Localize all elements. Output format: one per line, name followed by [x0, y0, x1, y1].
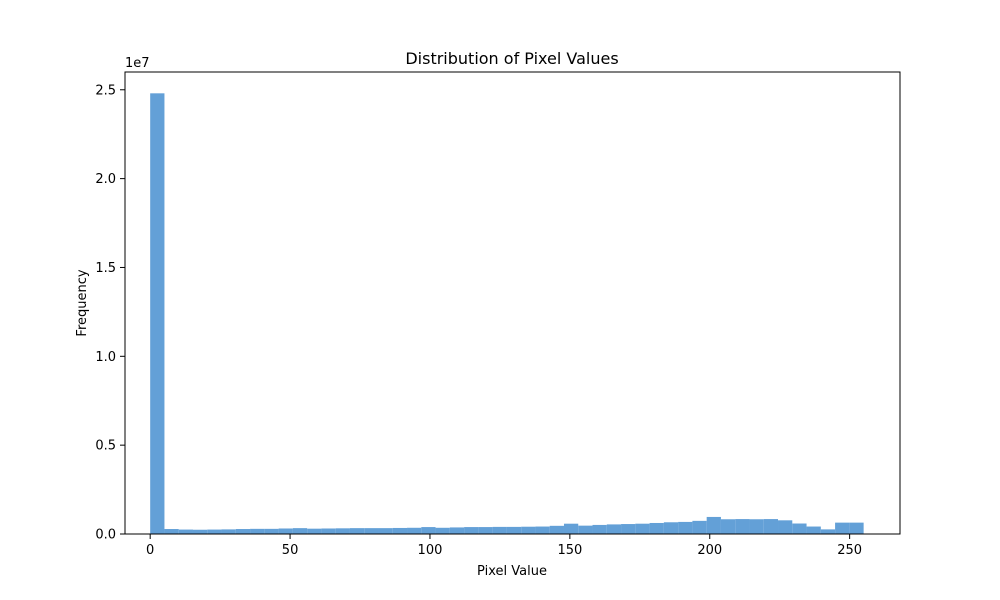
histogram-bar: [264, 528, 279, 534]
histogram-bar: [835, 522, 850, 534]
y-tick-label: 2.0: [95, 172, 116, 187]
histogram-bar: [392, 527, 408, 534]
histogram-bar: [778, 520, 793, 534]
y-offset-label: 1e7: [125, 56, 150, 71]
x-tick-label: 150: [557, 543, 582, 558]
y-tick-label: 1.0: [95, 350, 116, 365]
histogram-bar: [678, 521, 693, 534]
y-axis-ticks: 0.0 0.5 1.0 1.5 2.0 2.5: [95, 83, 125, 543]
x-axis-ticks: 0 50 100 150 200 250: [146, 534, 862, 558]
histogram-bar: [806, 526, 821, 534]
histogram-bar: [192, 529, 208, 534]
histogram-bar: [749, 519, 764, 534]
histogram-bar: [349, 528, 365, 534]
histogram-bar: [178, 529, 193, 534]
histogram-bar: [378, 528, 393, 534]
histogram-bar: [335, 528, 350, 534]
y-tick-label: 1.5: [95, 261, 116, 276]
chart-title: Distribution of Pixel Values: [405, 49, 618, 68]
histogram-bar: [763, 519, 779, 534]
histogram-bar: [321, 528, 336, 534]
histogram-bar: [449, 527, 465, 534]
histogram-bar: [164, 529, 179, 534]
y-tick-label: 0.0: [95, 528, 116, 543]
histogram-bar: [150, 93, 165, 535]
histogram-bar: [207, 529, 222, 534]
histogram-bar: [506, 526, 522, 534]
x-tick-label: 0: [146, 543, 154, 558]
histogram-bar: [478, 527, 493, 534]
y-axis-label: Frequency: [75, 269, 90, 336]
histogram-bar: [464, 527, 479, 534]
histogram-bar: [235, 529, 251, 534]
histogram-bar: [221, 529, 236, 534]
histogram-bar: [435, 527, 450, 534]
x-tick-label: 50: [282, 543, 299, 558]
histogram-bar: [292, 528, 308, 534]
histogram-bar: [635, 523, 650, 534]
plot-frame: [124, 71, 901, 535]
y-tick-label: 0.5: [95, 439, 116, 454]
histogram-bar: [706, 516, 721, 534]
histogram-bar: [535, 526, 550, 534]
histogram-bar: [421, 527, 436, 534]
histogram-bar: [407, 527, 422, 534]
histogram-bar: [278, 528, 293, 534]
x-tick-label: 250: [837, 543, 862, 558]
histogram-bar: [364, 528, 379, 534]
histogram-bar: [250, 528, 265, 534]
histogram-bar: [663, 522, 679, 534]
histogram-bar: [820, 529, 836, 534]
histogram-bar: [621, 524, 636, 534]
x-axis-label: Pixel Value: [477, 564, 547, 579]
histogram-bar: [521, 526, 536, 534]
histogram-bar: [720, 519, 736, 534]
histogram-bars: [150, 93, 864, 535]
histogram-bar: [492, 526, 507, 534]
histogram-bar: [606, 524, 622, 534]
histogram-bar: [692, 520, 707, 534]
histogram-bar: [649, 522, 664, 534]
y-tick-label: 2.5: [95, 83, 116, 98]
histogram-bar: [578, 525, 593, 534]
histogram-bar: [307, 528, 322, 534]
histogram-bar: [792, 523, 807, 534]
histogram-bar: [735, 519, 750, 534]
x-tick-label: 200: [697, 543, 722, 558]
histogram-bar: [592, 524, 607, 534]
histogram-bar: [849, 522, 864, 534]
histogram-bar: [549, 525, 564, 534]
histogram-bar: [563, 523, 579, 534]
x-tick-label: 100: [418, 543, 443, 558]
